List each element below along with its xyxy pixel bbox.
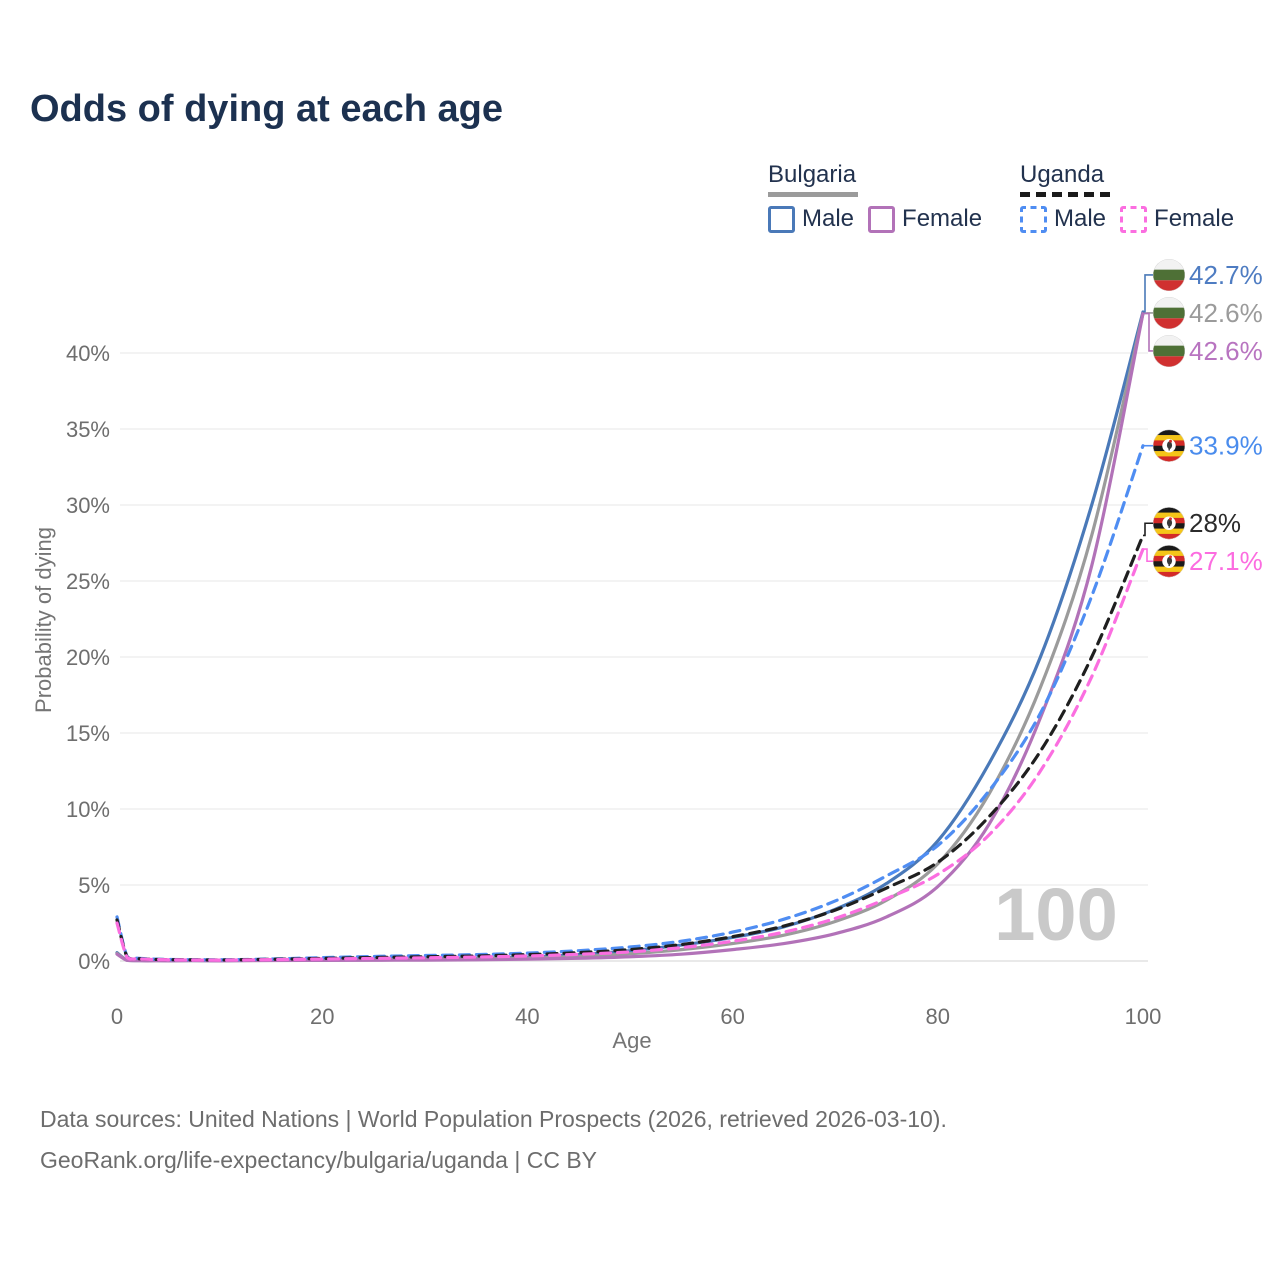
end-marker-ug-male: 33.9% xyxy=(1143,429,1263,462)
legend-label-bulgaria-female[interactable]: Female xyxy=(902,205,983,232)
attribution-link-text: GeoRank.org/life-expectancy/bulgaria/uga… xyxy=(40,1147,598,1173)
end-value-label-ug-female: 27.1% xyxy=(1189,546,1263,576)
y-axis-title: Probability of dying xyxy=(31,527,56,713)
y-tick-15: 15% xyxy=(66,721,110,746)
end-value-label-ug-male: 33.9% xyxy=(1189,431,1263,461)
watermark-age-100: 100 xyxy=(994,873,1117,956)
y-tick-25: 25% xyxy=(66,569,110,594)
x-tick-40: 40 xyxy=(515,1004,539,1029)
flag-uganda-icon xyxy=(1153,545,1185,578)
end-marker-ug-all: 28% xyxy=(1143,507,1241,540)
x-tick-80: 80 xyxy=(926,1004,950,1029)
legend-label-uganda-female[interactable]: Female xyxy=(1154,205,1235,232)
y-tick-30: 30% xyxy=(66,493,110,518)
leader-line-bg-female xyxy=(1143,312,1153,352)
end-value-label-ug-all: 28% xyxy=(1189,508,1241,538)
legend-label-bulgaria-male[interactable]: Male xyxy=(802,205,855,232)
end-marker-ug-female: 27.1% xyxy=(1143,545,1263,578)
flag-uganda-icon xyxy=(1153,507,1185,540)
leader-line-ug-all xyxy=(1143,522,1153,537)
series-line-bg-female[interactable] xyxy=(115,311,1145,963)
bulgaria-female-swatch-icon[interactable] xyxy=(868,205,896,233)
y-tick-5: 5% xyxy=(78,873,110,898)
legend-item-bulgaria-male[interactable]: Male xyxy=(768,205,854,233)
end-marker-bg-female: 42.6% xyxy=(1143,312,1263,367)
legend-country-bulgaria: Bulgaria xyxy=(768,161,858,197)
y-tick-20: 20% xyxy=(66,645,110,670)
x-tick-0: 0 xyxy=(111,1004,123,1029)
legend-item-bulgaria-female[interactable]: Female xyxy=(868,205,982,233)
data-sources-text: Data sources: United Nations | World Pop… xyxy=(40,1106,947,1132)
legend-country-uganda: Uganda xyxy=(1020,161,1110,197)
x-axis-title: Age xyxy=(612,1028,652,1053)
flag-bulgaria-icon xyxy=(1153,334,1185,367)
series-line-bg-male[interactable] xyxy=(115,310,1145,963)
y-tick-10: 10% xyxy=(66,797,110,822)
legend-label-uganda-male[interactable]: Male xyxy=(1054,205,1107,232)
legend-group-uganda: Uganda Male Female xyxy=(1020,161,1234,233)
legend-item-uganda-female[interactable]: Female xyxy=(1120,205,1234,233)
uganda-female-swatch-icon[interactable] xyxy=(1120,205,1148,233)
flag-uganda-icon xyxy=(1153,429,1185,462)
legend-group-bulgaria: Bulgaria Male Female xyxy=(768,161,982,233)
x-tick-100: 100 xyxy=(1125,1004,1162,1029)
x-tick-60: 60 xyxy=(720,1004,744,1029)
bulgaria-male-swatch-icon[interactable] xyxy=(768,205,795,233)
end-value-label-bg-female: 42.6% xyxy=(1189,336,1263,366)
flag-bulgaria-icon xyxy=(1153,258,1185,291)
y-tick-40: 40% xyxy=(66,341,110,366)
page-title: Odds of dying at each age xyxy=(30,88,503,130)
series-line-ug-male[interactable] xyxy=(115,444,1145,962)
end-value-label-bg-male: 42.7% xyxy=(1189,260,1263,290)
end-marker-bg-male: 42.7% xyxy=(1143,258,1263,313)
y-tick-0: 0% xyxy=(78,949,110,974)
series-line-bg-all[interactable] xyxy=(115,311,1145,963)
legend-item-uganda-male[interactable]: Male xyxy=(1020,205,1106,233)
end-value-label-bg-all: 42.6% xyxy=(1189,298,1263,328)
series-line-ug-all[interactable] xyxy=(115,533,1145,962)
leader-line-bg-male xyxy=(1143,274,1153,313)
uganda-male-swatch-icon[interactable] xyxy=(1020,205,1047,233)
x-tick-20: 20 xyxy=(310,1004,334,1029)
series-line-ug-female[interactable] xyxy=(115,547,1145,962)
flag-bulgaria-icon xyxy=(1153,296,1185,329)
y-tick-35: 35% xyxy=(66,417,110,442)
end-marker-bg-all: 42.6% xyxy=(1143,296,1263,329)
leader-line-ug-female xyxy=(1143,548,1153,563)
